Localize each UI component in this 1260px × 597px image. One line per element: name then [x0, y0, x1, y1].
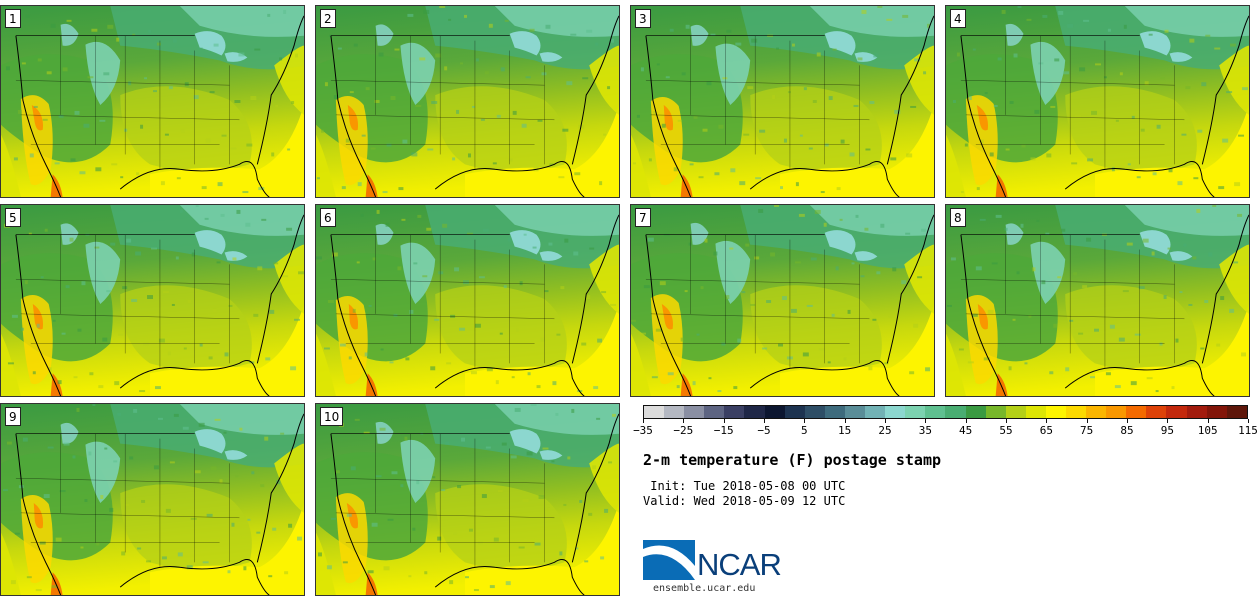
colorbar-swatch: [764, 406, 785, 418]
colorbar-swatch: [1126, 406, 1147, 418]
temperature-map: [631, 6, 934, 197]
colorbar-swatch: [644, 406, 665, 418]
member-number-label: 8: [950, 208, 966, 227]
member-number-label: 6: [320, 208, 336, 227]
temperature-map: [1, 6, 304, 197]
member-number-label: 3: [635, 9, 651, 28]
valid-time: Valid: Wed 2018-05-09 12 UTC: [643, 494, 846, 508]
member-panel-3: 3: [630, 5, 935, 198]
colorbar-swatch: [1005, 406, 1026, 418]
colorbar-swatch: [804, 406, 825, 418]
temperature-map: [946, 6, 1249, 197]
colorbar-swatch: [724, 406, 745, 418]
member-number-label: 7: [635, 208, 651, 227]
member-number-label: 10: [320, 407, 344, 426]
colorbar-swatch: [905, 406, 926, 418]
colorbar-swatch: [1106, 406, 1127, 418]
member-panel-4: 4: [945, 5, 1250, 198]
temperature-map: [1, 404, 304, 595]
member-panel-9: 9: [0, 403, 305, 596]
colorbar-swatch: [844, 406, 866, 418]
colorbar-swatch: [1146, 406, 1167, 418]
member-panel-2: 2: [315, 5, 620, 198]
temperature-map: [1, 205, 304, 396]
colorbar-swatch: [1025, 406, 1046, 418]
colorbar-tick-labels: −35 −25 −15 −5 5 15 25 35 45 55 65 75 85 95 105 115: [633, 419, 1258, 449]
member-panel-1: 1: [0, 5, 305, 198]
temperature-colorbar: [643, 405, 1248, 419]
colorbar-swatch: [1166, 406, 1187, 418]
colorbar-swatch: [824, 406, 845, 418]
member-number-label: 4: [950, 9, 966, 28]
temperature-map: [316, 6, 619, 197]
member-panel-7: 7: [630, 204, 935, 397]
colorbar-swatch: [1065, 406, 1087, 418]
member-panel-6: 6: [315, 204, 620, 397]
temperature-map: [316, 205, 619, 396]
member-number-label: 2: [320, 9, 336, 28]
temperature-map: [631, 205, 934, 396]
colorbar-swatch: [784, 406, 805, 418]
temperature-map: [946, 205, 1249, 396]
init-time: Init: Tue 2018-05-08 00 UTC: [643, 479, 846, 493]
colorbar-swatch: [744, 406, 765, 418]
colorbar-swatch: [985, 406, 1006, 418]
colorbar-swatch: [1086, 406, 1107, 418]
ncar-url: ensemble.ucar.edu: [653, 583, 756, 594]
colorbar-swatch: [945, 406, 966, 418]
colorbar-swatch: [925, 406, 946, 418]
colorbar-swatch: [885, 406, 906, 418]
colorbar-swatch: [664, 406, 685, 418]
colorbar-swatch: [865, 406, 886, 418]
colorbar-swatch: [1045, 406, 1066, 418]
member-number-label: 1: [5, 9, 21, 28]
member-number-label: 5: [5, 208, 21, 227]
colorbar-swatch: [684, 406, 705, 418]
colorbar-swatch: [1226, 406, 1247, 418]
colorbar-swatch: [965, 406, 986, 418]
member-number-label: 9: [5, 407, 21, 426]
member-panel-8: 8: [945, 204, 1250, 397]
temperature-map: [316, 404, 619, 595]
colorbar-swatch: [1186, 406, 1207, 418]
member-panel-5: 5: [0, 204, 305, 397]
member-panel-10: 10: [315, 403, 620, 596]
ncar-logo-text: NCAR: [697, 547, 782, 582]
chart-title: 2-m temperature (F) postage stamp: [643, 451, 942, 469]
colorbar-swatch: [1206, 406, 1227, 418]
ncar-logo-icon: [643, 540, 696, 580]
colorbar-swatch: [704, 406, 725, 418]
